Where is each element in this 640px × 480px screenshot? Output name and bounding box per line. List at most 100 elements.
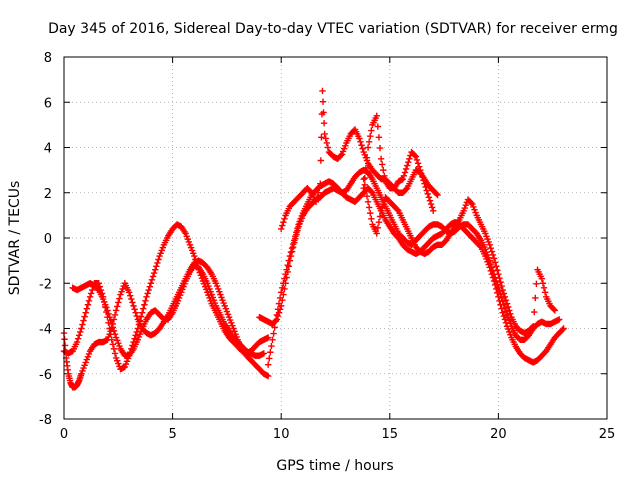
data-point bbox=[502, 308, 510, 315]
data-point bbox=[61, 336, 68, 343]
series-track-1 bbox=[60, 257, 272, 391]
data-point bbox=[419, 173, 426, 181]
data-point bbox=[400, 172, 408, 179]
data-point bbox=[80, 317, 87, 324]
data-point bbox=[500, 312, 508, 320]
chart-title: Day 345 of 2016, Sidereal Day-to-day VTE… bbox=[48, 21, 618, 37]
data-point bbox=[322, 135, 329, 142]
data-point bbox=[539, 280, 547, 287]
data-point bbox=[496, 287, 503, 295]
data-point bbox=[501, 304, 509, 312]
data-point bbox=[86, 293, 94, 301]
data-point bbox=[131, 335, 138, 342]
data-point bbox=[367, 132, 374, 140]
y-tick-label: 2 bbox=[44, 187, 52, 202]
y-tick-label: -2 bbox=[39, 277, 52, 292]
data-point bbox=[268, 342, 275, 350]
data-point bbox=[411, 152, 418, 159]
data-point bbox=[112, 307, 120, 314]
data-point bbox=[428, 204, 436, 211]
data-point bbox=[73, 338, 81, 346]
data-point bbox=[150, 269, 158, 277]
x-tick-label: 25 bbox=[599, 427, 616, 442]
data-point bbox=[500, 290, 508, 297]
data-point bbox=[491, 259, 499, 266]
data-point bbox=[529, 323, 537, 330]
data-point bbox=[110, 316, 118, 323]
data-point bbox=[532, 294, 539, 302]
data-point bbox=[108, 336, 115, 344]
data-point bbox=[421, 180, 428, 187]
data-point bbox=[487, 244, 494, 252]
data-point bbox=[378, 161, 386, 168]
data-point bbox=[145, 286, 152, 294]
data-point bbox=[270, 330, 277, 337]
data-point bbox=[131, 306, 138, 313]
grid-lines bbox=[64, 57, 607, 419]
data-point bbox=[115, 299, 122, 306]
data-point bbox=[418, 170, 425, 177]
data-point bbox=[144, 290, 151, 297]
data-point bbox=[540, 284, 548, 291]
data-point bbox=[357, 138, 364, 146]
data-point bbox=[275, 300, 283, 307]
data-point bbox=[468, 199, 475, 207]
data-point bbox=[288, 244, 296, 252]
data-point bbox=[362, 187, 370, 194]
axis-ticks: 0 5 10 15 20 25 -8 -6 -4 -2 0 2 4 6 8 bbox=[39, 51, 615, 442]
data-point bbox=[559, 326, 566, 333]
x-tick-label: 0 bbox=[60, 427, 68, 442]
data-point bbox=[362, 164, 370, 172]
data-point bbox=[111, 350, 119, 357]
y-axis-label: SDTVAR / TECUs bbox=[7, 181, 23, 296]
data-point bbox=[337, 152, 345, 159]
data-point bbox=[375, 218, 383, 226]
data-point bbox=[148, 276, 156, 284]
data-point bbox=[486, 241, 493, 248]
data-point bbox=[380, 200, 387, 208]
data-point bbox=[269, 336, 276, 344]
data-point bbox=[551, 307, 559, 314]
data-point bbox=[111, 311, 119, 319]
series-track-8 bbox=[360, 175, 559, 337]
data-point bbox=[374, 123, 382, 130]
data-point bbox=[110, 327, 118, 334]
data-point bbox=[368, 215, 375, 222]
series-track-3 bbox=[69, 261, 268, 359]
data-point bbox=[127, 292, 134, 299]
data-point bbox=[284, 261, 291, 269]
data-point bbox=[281, 215, 288, 222]
data-point bbox=[289, 241, 297, 248]
data-point bbox=[114, 303, 121, 310]
data-point bbox=[307, 188, 314, 195]
data-point bbox=[141, 301, 148, 308]
data-point bbox=[107, 317, 114, 324]
data-point bbox=[378, 204, 386, 211]
data-point bbox=[356, 135, 363, 142]
data-point bbox=[152, 266, 159, 273]
data-points bbox=[60, 87, 567, 391]
data-point bbox=[106, 325, 113, 332]
data-point bbox=[154, 259, 161, 267]
data-point bbox=[374, 224, 382, 232]
data-point bbox=[476, 242, 484, 250]
x-axis-label: GPS time / hours bbox=[276, 458, 393, 474]
data-point bbox=[280, 280, 287, 287]
data-point bbox=[104, 307, 111, 314]
data-point bbox=[367, 209, 374, 217]
data-point bbox=[434, 191, 441, 199]
data-point bbox=[264, 372, 272, 380]
data-point bbox=[550, 306, 557, 313]
data-point bbox=[149, 273, 157, 280]
data-point bbox=[319, 87, 326, 95]
data-point bbox=[109, 324, 117, 331]
data-point bbox=[490, 255, 498, 262]
data-point bbox=[271, 324, 278, 331]
x-tick-label: 5 bbox=[168, 427, 176, 442]
data-point bbox=[82, 309, 89, 316]
data-point bbox=[380, 166, 387, 174]
data-point bbox=[132, 309, 139, 316]
y-tick-label: 0 bbox=[44, 232, 52, 247]
data-point bbox=[137, 313, 145, 320]
x-tick-label: 20 bbox=[490, 427, 507, 442]
